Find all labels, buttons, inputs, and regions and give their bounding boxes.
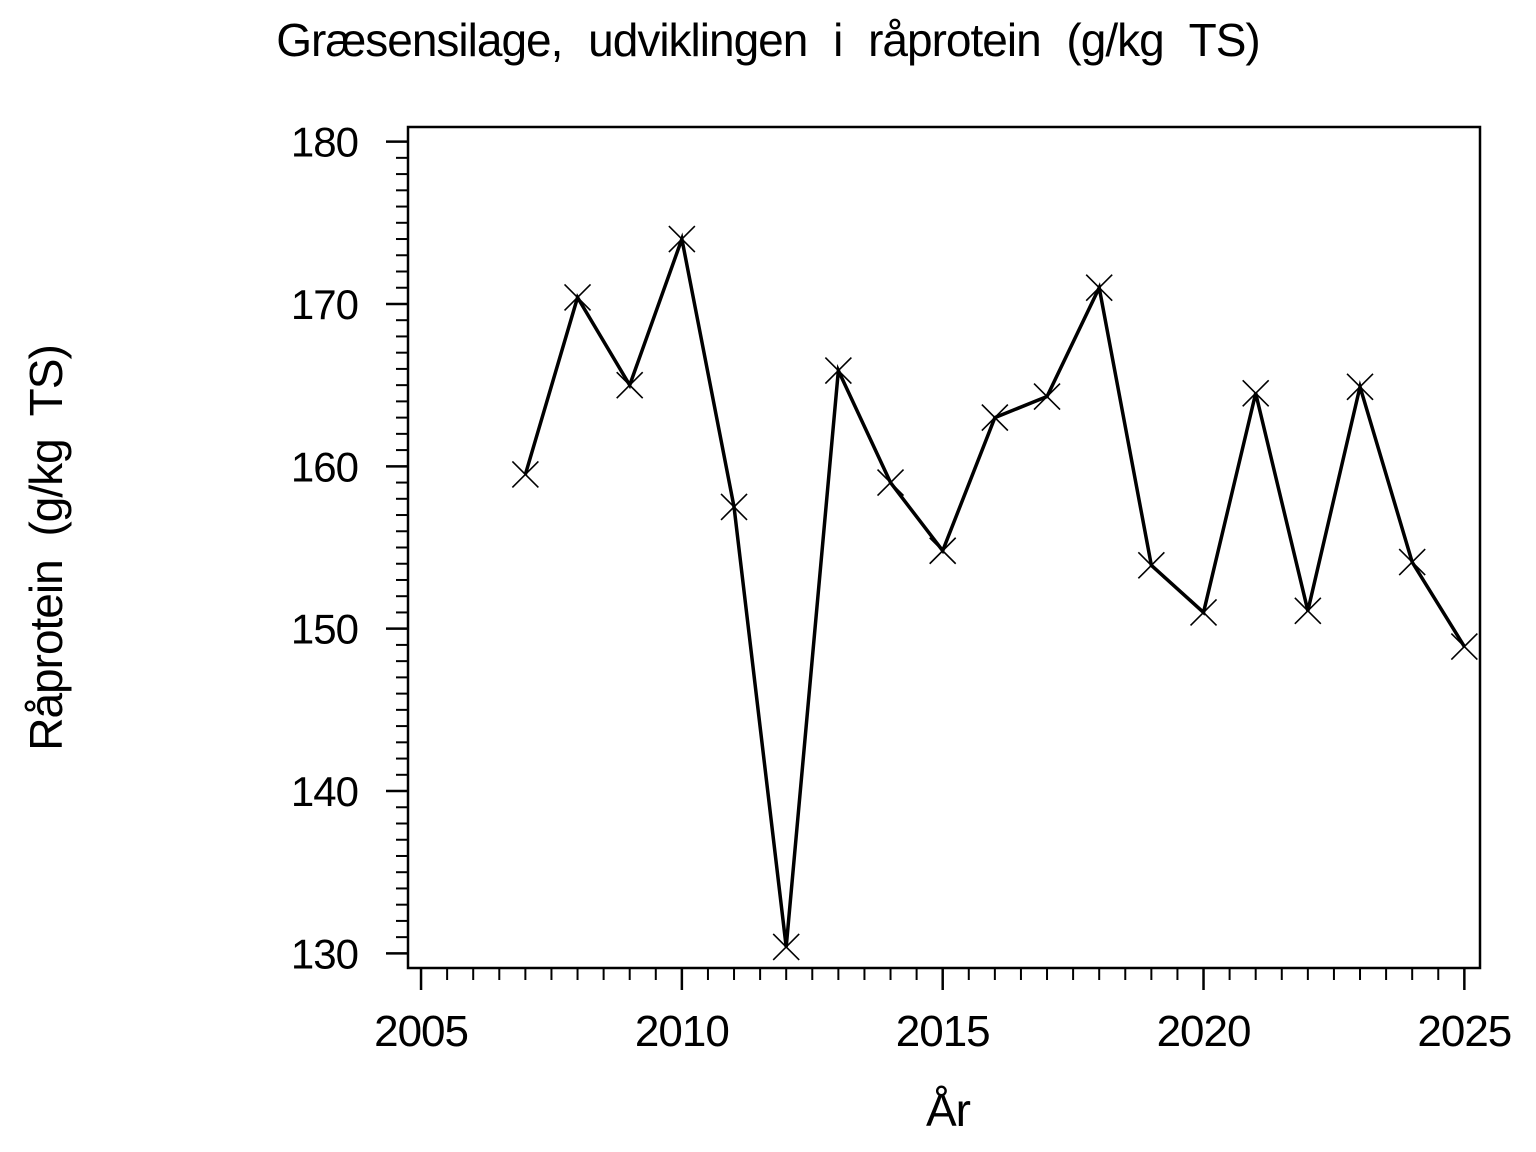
y-tick-label: 130 (291, 930, 358, 977)
plot-area: 130 140 150 160 170 180 2005 2010 2015 2020 2025 (291, 119, 1512, 1056)
data-marker (1033, 382, 1061, 411)
chart-title: Græsensilage, udviklingen i råprotein (g… (276, 14, 1260, 66)
data-marker (511, 460, 539, 489)
x-tick-label: 2020 (1157, 1007, 1251, 1056)
y-axis-title: Råprotein (g/kg TS) (20, 345, 72, 751)
data-marker (1137, 551, 1165, 579)
data-marker (1450, 632, 1478, 661)
data-marker (1398, 548, 1426, 576)
x-tick-label: 2005 (374, 1007, 468, 1056)
y-tick-label: 150 (291, 606, 358, 653)
y-tick-label: 160 (291, 443, 358, 490)
data-marker (616, 371, 644, 399)
data-marker (929, 537, 957, 565)
data-marker (668, 225, 696, 253)
y-tick-label: 180 (291, 119, 358, 166)
data-marker (1189, 598, 1218, 627)
y-tick-label: 140 (291, 768, 358, 815)
data-marker (1294, 597, 1322, 625)
x-tick-label: 2010 (635, 1007, 729, 1056)
data-marker (824, 356, 852, 385)
data-marker (1242, 379, 1270, 407)
x-tick-label: 2025 (1417, 1007, 1511, 1056)
data-marker (772, 933, 800, 961)
data-marker (563, 283, 592, 312)
data-marker (981, 404, 1009, 432)
data-marker (1346, 373, 1374, 401)
data-marker (720, 493, 748, 521)
x-axis-title: År (926, 1084, 971, 1136)
data-marker (876, 468, 905, 497)
data-marker (1085, 274, 1113, 302)
y-tick-label: 170 (291, 281, 358, 328)
x-tick-label: 2015 (896, 1007, 990, 1056)
